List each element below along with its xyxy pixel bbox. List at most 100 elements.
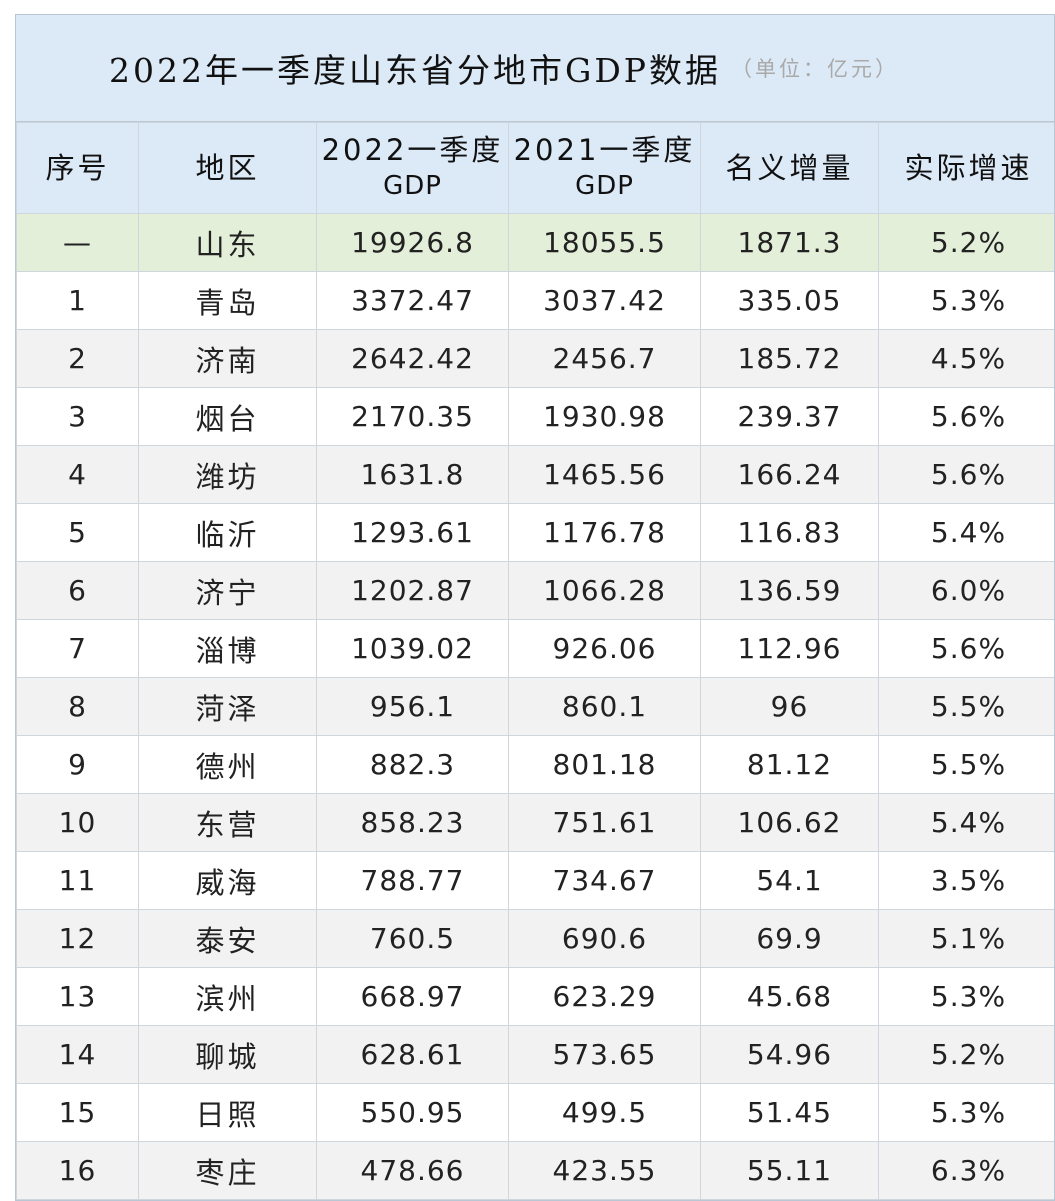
cell-nominal-increase: 54.1 [700,851,879,910]
gdp-table: 序号 地区 2022一季度 GDP 2021一季度 GDP 名义增量 实际增速 — 山… [16,122,1054,1200]
header-gdp-2021: 2021一季度 GDP [508,122,701,214]
unit-note: （单位：亿元） [731,57,900,81]
cell-region: 菏泽 [138,677,317,736]
cell-real-growth: 5.6% [878,619,1054,678]
cell-gdp-2022: 550.95 [316,1083,509,1142]
cell-nominal-increase: 69.9 [700,909,879,968]
cell-gdp-2021: 623.29 [508,967,701,1026]
cell-gdp-2021: 860.1 [508,677,701,736]
cell-index: 11 [16,851,139,910]
cell-real-growth: 5.6% [878,445,1054,504]
cell-gdp-2021: 926.06 [508,619,701,678]
gdp-table-card: 2022年一季度山东省分地市GDP数据 （单位：亿元） 序号 地区 2022一季… [15,14,1055,1201]
header-gdp-2022: 2022一季度 GDP [316,122,509,214]
cell-real-growth: 3.5% [878,851,1054,910]
cell-index: 16 [16,1141,139,1200]
cell-region: 济南 [138,329,317,388]
cell-index: 6 [16,561,139,620]
cell-nominal-increase: 81.12 [700,735,879,794]
cell-real-growth: 6.3% [878,1141,1054,1200]
header-nominal-increase: 名义增量 [700,122,879,214]
cell-index: 14 [16,1025,139,1084]
table-row: 2 济南 2642.42 2456.7 185.72 4.5% [16,329,1054,388]
cell-nominal-increase: 106.62 [700,793,879,852]
table-row: 11 威海 788.77 734.67 54.1 3.5% [16,851,1054,910]
cell-real-growth: 5.1% [878,909,1054,968]
cell-real-growth: 5.3% [878,271,1054,330]
header-index: 序号 [16,122,139,214]
table-row: 12 泰安 760.5 690.6 69.9 5.1% [16,909,1054,968]
cell-region: 济宁 [138,561,317,620]
cell-gdp-2021: 734.67 [508,851,701,910]
cell-index: 12 [16,909,139,968]
cell-index: 3 [16,387,139,446]
header-real-growth: 实际增速 [878,122,1054,214]
cell-nominal-increase: 116.83 [700,503,879,562]
cell-region: 聊城 [138,1025,317,1084]
cell-gdp-2022: 19926.8 [316,213,509,272]
cell-gdp-2021: 2456.7 [508,329,701,388]
cell-index: 2 [16,329,139,388]
cell-gdp-2021: 1176.78 [508,503,701,562]
cell-gdp-2022: 1293.61 [316,503,509,562]
cell-gdp-2022: 628.61 [316,1025,509,1084]
cell-region: 临沂 [138,503,317,562]
table-row: 1 青岛 3372.47 3037.42 335.05 5.3% [16,271,1054,330]
cell-gdp-2021: 573.65 [508,1025,701,1084]
cell-region: 威海 [138,851,317,910]
cell-nominal-increase: 185.72 [700,329,879,388]
cell-region: 滨州 [138,967,317,1026]
cell-gdp-2022: 1631.8 [316,445,509,504]
table-row: 15 日照 550.95 499.5 51.45 5.3% [16,1083,1054,1142]
cell-index: 4 [16,445,139,504]
table-row: 9 德州 882.3 801.18 81.12 5.5% [16,735,1054,794]
cell-nominal-increase: 1871.3 [700,213,879,272]
cell-index: 7 [16,619,139,678]
cell-gdp-2021: 499.5 [508,1083,701,1142]
cell-nominal-increase: 55.11 [700,1141,879,1200]
cell-region: 德州 [138,735,317,794]
cell-nominal-increase: 96 [700,677,879,736]
cell-nominal-increase: 54.96 [700,1025,879,1084]
cell-gdp-2021: 1066.28 [508,561,701,620]
cell-gdp-2021: 751.61 [508,793,701,852]
cell-real-growth: 5.4% [878,793,1054,852]
cell-index: — [16,213,139,272]
cell-real-growth: 5.4% [878,503,1054,562]
table-row: 10 东营 858.23 751.61 106.62 5.4% [16,793,1054,852]
cell-gdp-2022: 2642.42 [316,329,509,388]
cell-nominal-increase: 239.37 [700,387,879,446]
cell-region: 日照 [138,1083,317,1142]
cell-real-growth: 5.2% [878,1025,1054,1084]
cell-gdp-2022: 3372.47 [316,271,509,330]
cell-gdp-2021: 690.6 [508,909,701,968]
cell-region: 烟台 [138,387,317,446]
cell-gdp-2022: 788.77 [316,851,509,910]
cell-index: 10 [16,793,139,852]
table-row: 14 聊城 628.61 573.65 54.96 5.2% [16,1025,1054,1084]
cell-nominal-increase: 136.59 [700,561,879,620]
cell-real-growth: 5.2% [878,213,1054,272]
table-row: 4 潍坊 1631.8 1465.56 166.24 5.6% [16,445,1054,504]
cell-region: 枣庄 [138,1141,317,1200]
cell-real-growth: 4.5% [878,329,1054,388]
header-row: 序号 地区 2022一季度 GDP 2021一季度 GDP 名义增量 实际增速 [16,122,1054,214]
title-bar: 2022年一季度山东省分地市GDP数据 （单位：亿元） [16,15,1054,122]
cell-real-growth: 6.0% [878,561,1054,620]
table-row: 8 菏泽 956.1 860.1 96 5.5% [16,677,1054,736]
cell-nominal-increase: 112.96 [700,619,879,678]
cell-index: 5 [16,503,139,562]
cell-index: 13 [16,967,139,1026]
cell-gdp-2022: 1202.87 [316,561,509,620]
cell-region: 泰安 [138,909,317,968]
header-region: 地区 [138,122,317,214]
table-row: 16 枣庄 478.66 423.55 55.11 6.3% [16,1141,1054,1200]
cell-index: 8 [16,677,139,736]
cell-gdp-2022: 2170.35 [316,387,509,446]
cell-gdp-2022: 478.66 [316,1141,509,1200]
cell-gdp-2022: 858.23 [316,793,509,852]
cell-index: 1 [16,271,139,330]
cell-real-growth: 5.3% [878,967,1054,1026]
cell-gdp-2022: 668.97 [316,967,509,1026]
table-row: 6 济宁 1202.87 1066.28 136.59 6.0% [16,561,1054,620]
